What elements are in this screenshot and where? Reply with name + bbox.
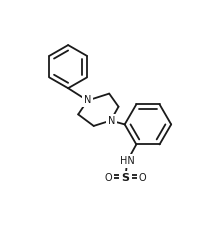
Text: O: O <box>139 173 146 183</box>
Text: HN: HN <box>120 156 134 166</box>
Text: O: O <box>105 173 112 183</box>
Text: S: S <box>121 173 130 183</box>
Text: N: N <box>84 95 91 105</box>
Text: N: N <box>108 116 115 126</box>
